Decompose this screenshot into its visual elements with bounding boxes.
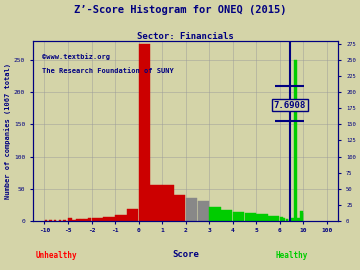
Bar (54, 220, 56, 221)
Bar (45, 220, 47, 221)
Bar (150, 185, 162, 221)
Bar (59, 220, 61, 221)
Bar (115, 215, 127, 221)
Bar (88, 218, 91, 221)
Bar (174, 195, 185, 221)
Bar (256, 214, 268, 221)
Bar (186, 198, 197, 221)
Bar (80, 220, 84, 221)
Bar (294, 60, 297, 221)
Bar (139, 44, 150, 221)
Bar (233, 212, 244, 221)
Bar (49, 220, 51, 221)
Bar (162, 185, 174, 221)
Y-axis label: Number of companies (1067 total): Number of companies (1067 total) (4, 63, 11, 199)
Bar (84, 219, 87, 221)
Bar (92, 218, 103, 221)
Bar (285, 219, 288, 221)
Bar (76, 220, 80, 221)
Bar (297, 218, 300, 221)
Bar (198, 201, 209, 221)
Bar (221, 210, 233, 221)
Text: The Research Foundation of SUNY: The Research Foundation of SUNY (42, 68, 174, 74)
Bar (68, 218, 72, 221)
Text: Healthy: Healthy (275, 251, 307, 260)
Text: ©www.textbiz.org: ©www.textbiz.org (42, 53, 110, 60)
Bar (209, 207, 221, 221)
Text: Unhealthy: Unhealthy (35, 251, 77, 260)
Text: Z’-Score Histogram for ONEQ (2015): Z’-Score Histogram for ONEQ (2015) (74, 5, 286, 15)
Bar (244, 213, 256, 221)
X-axis label: Score: Score (172, 250, 199, 259)
Bar (288, 220, 291, 221)
Bar (268, 216, 279, 221)
Bar (283, 218, 285, 221)
Title: Sector: Financials: Sector: Financials (137, 32, 234, 41)
Bar (300, 211, 303, 221)
Text: 7.6908: 7.6908 (274, 101, 306, 110)
Bar (127, 209, 138, 221)
Bar (280, 217, 283, 221)
Bar (63, 220, 66, 221)
Bar (292, 218, 294, 221)
Bar (72, 220, 76, 221)
Bar (103, 217, 115, 221)
